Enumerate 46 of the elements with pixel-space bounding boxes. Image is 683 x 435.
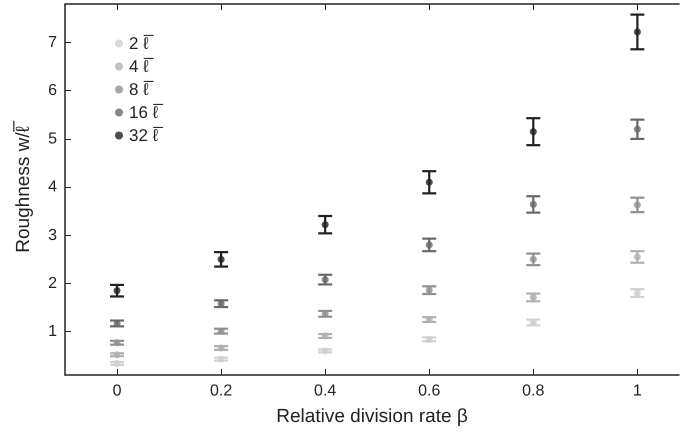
point [634, 126, 641, 133]
y-tick-label: 5 [48, 130, 58, 148]
point [634, 290, 641, 297]
x-tick-label: 1 [632, 382, 642, 400]
legend-label: 4 ℓ̅ [129, 57, 154, 76]
point [530, 200, 537, 208]
point [426, 178, 433, 186]
point [218, 356, 225, 363]
point [218, 328, 225, 335]
point [114, 287, 121, 294]
point [426, 336, 433, 343]
legend-label: 8 ℓ̅ [129, 80, 154, 99]
point [322, 276, 329, 284]
x-axis-title: Relative division rate β [276, 406, 468, 427]
y-tick-label: 1 [48, 323, 58, 340]
x-tick-label: 0.8 [522, 382, 545, 400]
point [426, 241, 433, 248]
legend-label: 16 ℓ̅ [129, 103, 164, 122]
x-tick-label: 0 [112, 382, 122, 400]
point [218, 344, 225, 352]
legend-label: 2 ℓ̅ [129, 34, 154, 53]
point [114, 360, 121, 367]
x-tick-label: 0.2 [210, 382, 232, 400]
legend-label: 32 ℓ̅ [129, 126, 164, 145]
point [426, 316, 433, 324]
point [322, 347, 329, 354]
point [634, 201, 641, 208]
y-tick-label: 3 [48, 226, 58, 244]
y-tick-label: 7 [48, 34, 58, 52]
y-tick-label: 2 [48, 274, 58, 292]
point [114, 351, 121, 358]
point [426, 286, 433, 294]
point [530, 256, 537, 263]
point [530, 294, 537, 301]
point [634, 28, 641, 36]
point [114, 339, 121, 346]
point [218, 256, 225, 263]
x-tick-label: 0.4 [314, 382, 336, 400]
point [322, 221, 329, 228]
point [634, 253, 641, 260]
x-tick-label: 0.6 [418, 382, 440, 400]
y-tick-label: 4 [48, 178, 58, 196]
y-axis-title: Roughness w/ℓ̅ [13, 120, 34, 253]
point [322, 332, 329, 340]
point [530, 128, 537, 136]
y-tick-label: 6 [48, 82, 58, 100]
